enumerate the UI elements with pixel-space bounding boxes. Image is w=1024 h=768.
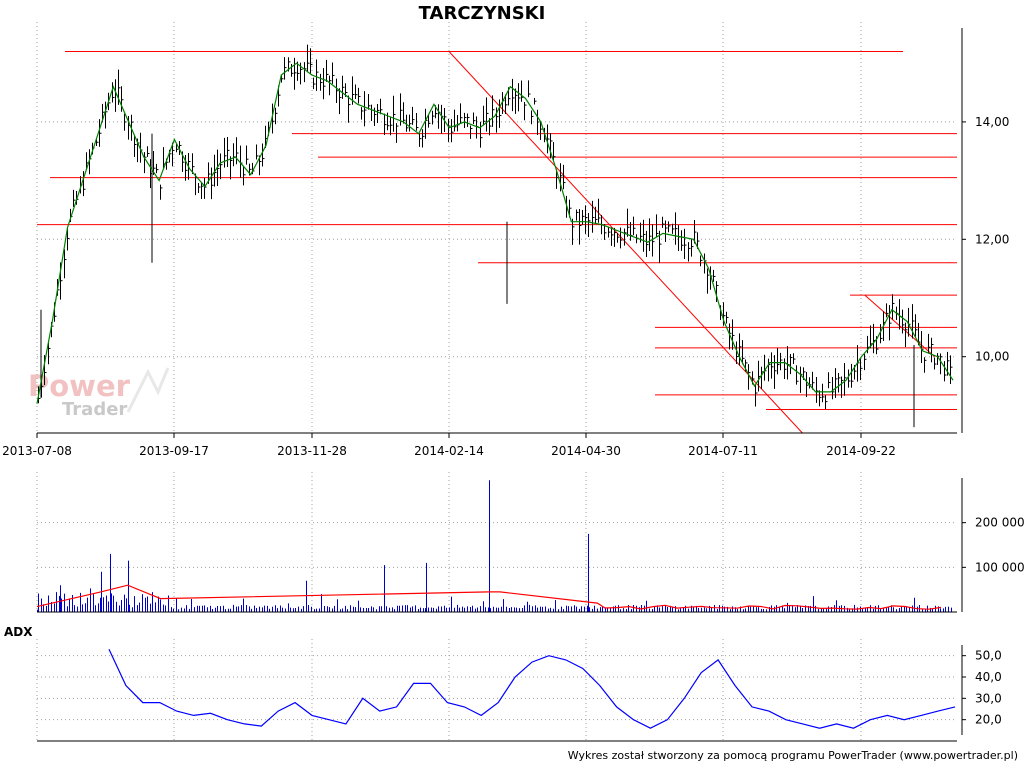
volume-grid <box>36 472 957 612</box>
adx-grid <box>36 639 957 741</box>
watermark-power: Power <box>28 369 131 403</box>
price-x-tick-label-5: 2014-07-11 <box>688 444 758 458</box>
volume-y-tick-label-1: 200 000 <box>975 516 1024 530</box>
price-y-tick-label-2: 14,00 <box>975 115 1009 129</box>
footer-credit: Wykres został stworzony za pomocą progra… <box>568 749 1018 762</box>
adx-panel-label: ADX <box>4 625 33 639</box>
adx-line <box>108 649 956 729</box>
volume-y-tick-label-0: 100 000 <box>975 560 1024 574</box>
volume-axes: 100 000 200 000 <box>37 478 1024 613</box>
volume-bars <box>36 480 952 612</box>
adx-axes: 20,0 30,0 40,0 50,0 <box>37 645 1002 742</box>
price-moving-average <box>36 62 954 404</box>
watermark-swoosh <box>126 367 170 413</box>
volume-ma-line <box>36 584 942 610</box>
chart-title: TARCZYNSKI <box>419 3 546 24</box>
adx-y-tick-label-2: 40,0 <box>975 670 1002 684</box>
price-x-tick-label-2: 2013-11-28 <box>277 444 347 458</box>
watermark-logo: Power Trader <box>28 367 170 420</box>
adx-y-tick-label-0: 20,0 <box>975 713 1002 727</box>
price-axes: 10,00 12,00 14,00 2013-07-08 2013-09-17 2013-… <box>2 28 1009 458</box>
watermark-trader: Trader <box>62 399 127 420</box>
price-x-tick-label-6: 2014-09-22 <box>826 444 896 458</box>
price-ma-line <box>36 62 954 404</box>
adx-y-tick-label-1: 30,0 <box>975 691 1002 705</box>
price-y-tick-label-1: 12,00 <box>975 232 1009 246</box>
price-x-tick-label-1: 2013-09-17 <box>139 444 209 458</box>
price-x-tick-label-4: 2014-04-30 <box>551 444 621 458</box>
price-x-tick-label-3: 2014-02-14 <box>414 444 484 458</box>
price-trendline-0 <box>448 51 803 434</box>
adx-series-line <box>108 649 956 729</box>
price-bars <box>38 44 953 428</box>
price-x-tick-label-0: 2013-07-08 <box>2 444 72 458</box>
adx-y-tick-label-3: 50,0 <box>975 649 1002 663</box>
price-y-tick-label-0: 10,00 <box>975 350 1009 364</box>
